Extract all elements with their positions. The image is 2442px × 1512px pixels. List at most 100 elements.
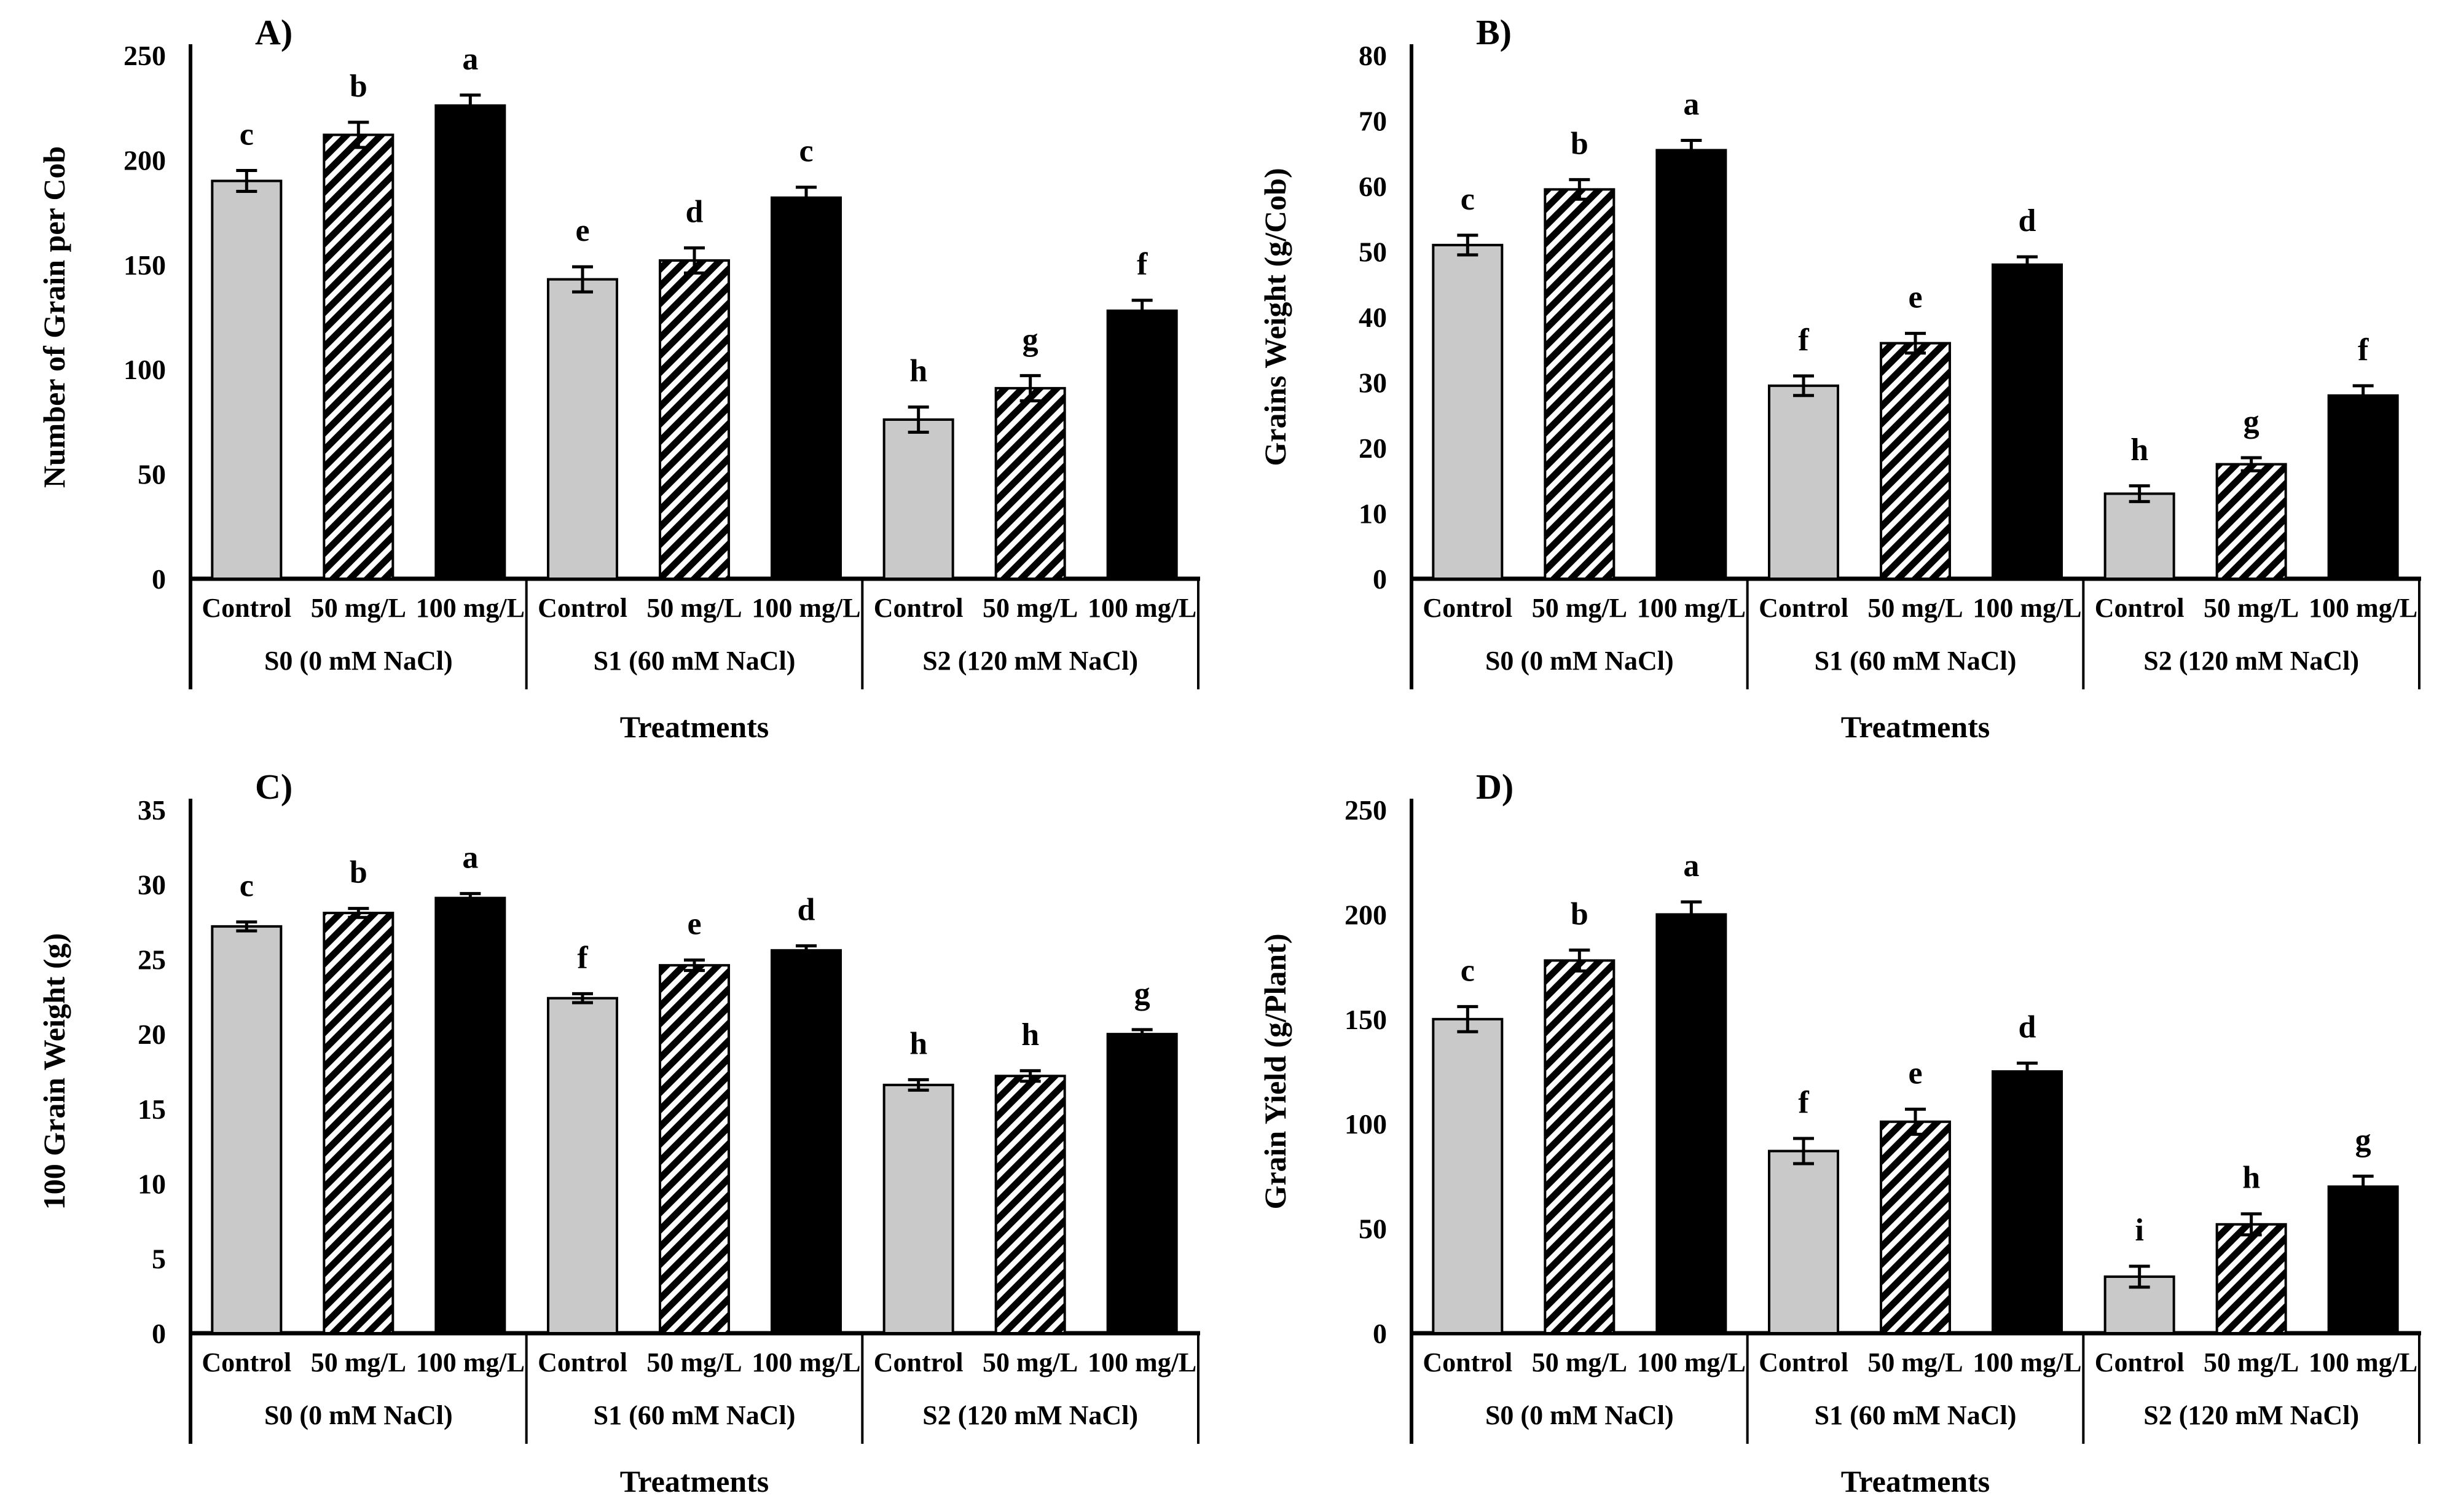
bar-100-mg-l: [1106, 1033, 1178, 1334]
salinity-group-label: S1 (60 mM NaCl): [594, 1400, 796, 1430]
significance-letter: g: [2244, 404, 2259, 439]
bar-control: [1432, 243, 1504, 581]
y-tick-label: 10: [138, 1169, 166, 1200]
treatment-label: 50 mg/L: [1532, 1347, 1627, 1377]
y-tick-label: 15: [138, 1094, 166, 1125]
panel-d-grain-yield: D) 0 50 100 150 200 250 Grain Yield (g/Plant) c C…: [1221, 754, 2442, 1509]
y-tick-label: 250: [1345, 794, 1387, 826]
y-tick-label: 150: [124, 249, 166, 281]
y-tick-label: 200: [1345, 899, 1387, 930]
panel-c-100-grain-weight: C) 0 5 10 15 20 25 30 35 100 Grain Weight (g) c Con…: [0, 754, 1221, 1509]
treatment-label: 50 mg/L: [646, 593, 742, 623]
y-tick-label: 30: [138, 869, 166, 901]
y-tick-label: 20: [138, 1019, 166, 1050]
bar-100-mg-l: [1992, 263, 2063, 580]
significance-letter: c: [240, 869, 254, 904]
significance-letter: h: [909, 1026, 927, 1061]
significance-letter: b: [350, 855, 367, 890]
treatment-label: Control: [2095, 593, 2185, 623]
treatment-label: 50 mg/L: [2204, 1347, 2299, 1377]
significance-letter: f: [2358, 332, 2369, 367]
treatment-label: 50 mg/L: [1532, 593, 1627, 623]
panel-a-number-of-grain-per-cob: A) 0 50 100 150 200 250 Number of Grain per Cob…: [0, 0, 1221, 754]
treatment-label: 50 mg/L: [983, 593, 1078, 623]
bar-100-mg-l: [2327, 394, 2399, 580]
significance-letter: d: [798, 893, 815, 928]
panel-letter: A): [255, 12, 292, 52]
bar-100-mg-l: [1106, 309, 1178, 580]
chart-svg-A: A) 0 50 100 150 200 250 Number of Grain per Cob…: [37, 12, 1200, 744]
significance-letter: b: [1571, 126, 1588, 161]
salinity-group-label: S0 (0 mM NaCl): [1485, 1400, 1674, 1430]
y-tick-label: 5: [152, 1243, 166, 1274]
treatment-label: 50 mg/L: [1867, 593, 1963, 623]
significance-letter: f: [1137, 247, 1148, 282]
bar-control: [1432, 1017, 1504, 1334]
treatment-label: 100 mg/L: [1088, 593, 1196, 623]
salinity-group-label: S1 (60 mM NaCl): [1815, 646, 2017, 676]
y-axis-title: Grains Weight (g/Cob): [1258, 168, 1292, 466]
bar-50-mg-l: [1880, 1120, 1951, 1334]
bar-control: [882, 1083, 954, 1334]
significance-letter: h: [2130, 433, 2148, 468]
bar-control: [211, 925, 283, 1335]
treatment-label: Control: [1423, 1347, 1512, 1377]
salinity-group-label: S2 (120 mM NaCl): [2143, 1400, 2359, 1430]
treatment-label: Control: [202, 593, 291, 623]
significance-letter: f: [1798, 1085, 1809, 1120]
bar-control: [211, 179, 283, 581]
significance-letter: h: [2242, 1161, 2260, 1196]
significance-letter: g: [2355, 1122, 2371, 1158]
x-axis-title: Treatments: [1841, 1464, 1990, 1498]
bar-100-mg-l: [434, 896, 506, 1334]
bar-50-mg-l: [659, 964, 730, 1334]
bar-50-mg-l: [323, 911, 395, 1335]
significance-letter: h: [909, 354, 927, 389]
y-axis-title: Number of Grain per Cob: [37, 146, 71, 488]
treatment-label: 100 mg/L: [752, 593, 860, 623]
y-tick-label: 250: [124, 40, 166, 71]
y-tick-label: 35: [138, 794, 166, 826]
bar-control: [547, 278, 618, 580]
bar-100-mg-l: [1655, 149, 1727, 581]
salinity-group-label: S0 (0 mM NaCl): [264, 646, 453, 676]
y-tick-label: 0: [152, 1318, 166, 1349]
y-tick-label: 50: [138, 459, 166, 490]
significance-letter: e: [1908, 1056, 1922, 1091]
salinity-group-label: S0 (0 mM NaCl): [264, 1400, 453, 1430]
bar-50-mg-l: [1880, 342, 1951, 580]
significance-letter: c: [1461, 182, 1475, 217]
significance-letter: a: [1683, 848, 1699, 883]
significance-letter: a: [462, 42, 478, 77]
y-tick-label: 0: [1373, 563, 1387, 595]
treatment-label: 50 mg/L: [646, 1347, 742, 1377]
bar-100-mg-l: [2327, 1185, 2399, 1334]
y-tick-label: 100: [124, 354, 166, 385]
significance-letter: c: [799, 134, 813, 169]
treatment-label: 100 mg/L: [1088, 1347, 1196, 1377]
y-tick-label: 10: [1359, 498, 1387, 530]
y-axis-title: 100 Grain Weight (g): [37, 933, 71, 1210]
chart-svg-B: B) 0 10 20 30 40 50 60 70 80 Grains Weight (g/Cob)…: [1258, 12, 2421, 744]
salinity-group-label: S1 (60 mM NaCl): [1815, 1400, 2017, 1430]
y-axis-title: Grain Yield (g/Plant): [1258, 933, 1292, 1209]
bar-50-mg-l: [1544, 188, 1616, 580]
significance-letter: d: [2019, 203, 2036, 238]
y-tick-label: 150: [1345, 1004, 1387, 1035]
treatment-label: 100 mg/L: [1637, 593, 1746, 623]
x-axis-title: Treatments: [620, 1464, 769, 1498]
y-tick-label: 0: [152, 563, 166, 595]
significance-letter: a: [462, 840, 478, 875]
treatment-label: 100 mg/L: [2309, 593, 2417, 623]
treatment-label: Control: [874, 1347, 964, 1377]
y-tick-label: 30: [1359, 367, 1387, 399]
treatment-label: 100 mg/L: [752, 1347, 860, 1377]
bar-control: [1768, 1150, 1839, 1335]
bar-100-mg-l: [1655, 913, 1727, 1334]
y-tick-label: 50: [1359, 1213, 1387, 1245]
treatment-label: 100 mg/L: [2309, 1347, 2417, 1377]
treatment-label: 50 mg/L: [311, 1347, 406, 1377]
chart-svg-D: D) 0 50 100 150 200 250 Grain Yield (g/Plant) c C…: [1258, 767, 2421, 1498]
x-axis-title: Treatments: [620, 710, 769, 744]
